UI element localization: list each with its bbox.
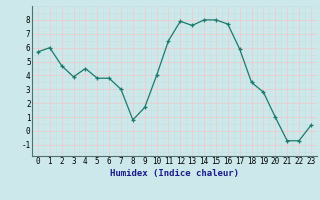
X-axis label: Humidex (Indice chaleur): Humidex (Indice chaleur) <box>110 169 239 178</box>
